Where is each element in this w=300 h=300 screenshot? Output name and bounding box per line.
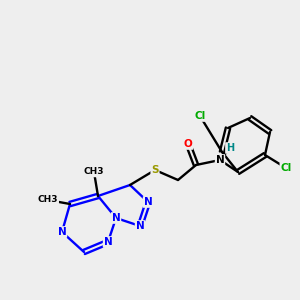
- Text: N: N: [144, 197, 152, 207]
- Text: N: N: [136, 221, 144, 231]
- Text: CH3: CH3: [38, 196, 58, 205]
- Text: N: N: [112, 213, 120, 223]
- Text: N: N: [216, 155, 224, 165]
- Text: Cl: Cl: [194, 111, 206, 121]
- Text: N: N: [103, 237, 112, 247]
- Text: O: O: [184, 139, 192, 149]
- Text: H: H: [226, 143, 234, 153]
- Text: CH3: CH3: [84, 167, 104, 176]
- Text: S: S: [151, 165, 159, 175]
- Text: N: N: [58, 227, 66, 237]
- Text: Cl: Cl: [280, 163, 292, 173]
